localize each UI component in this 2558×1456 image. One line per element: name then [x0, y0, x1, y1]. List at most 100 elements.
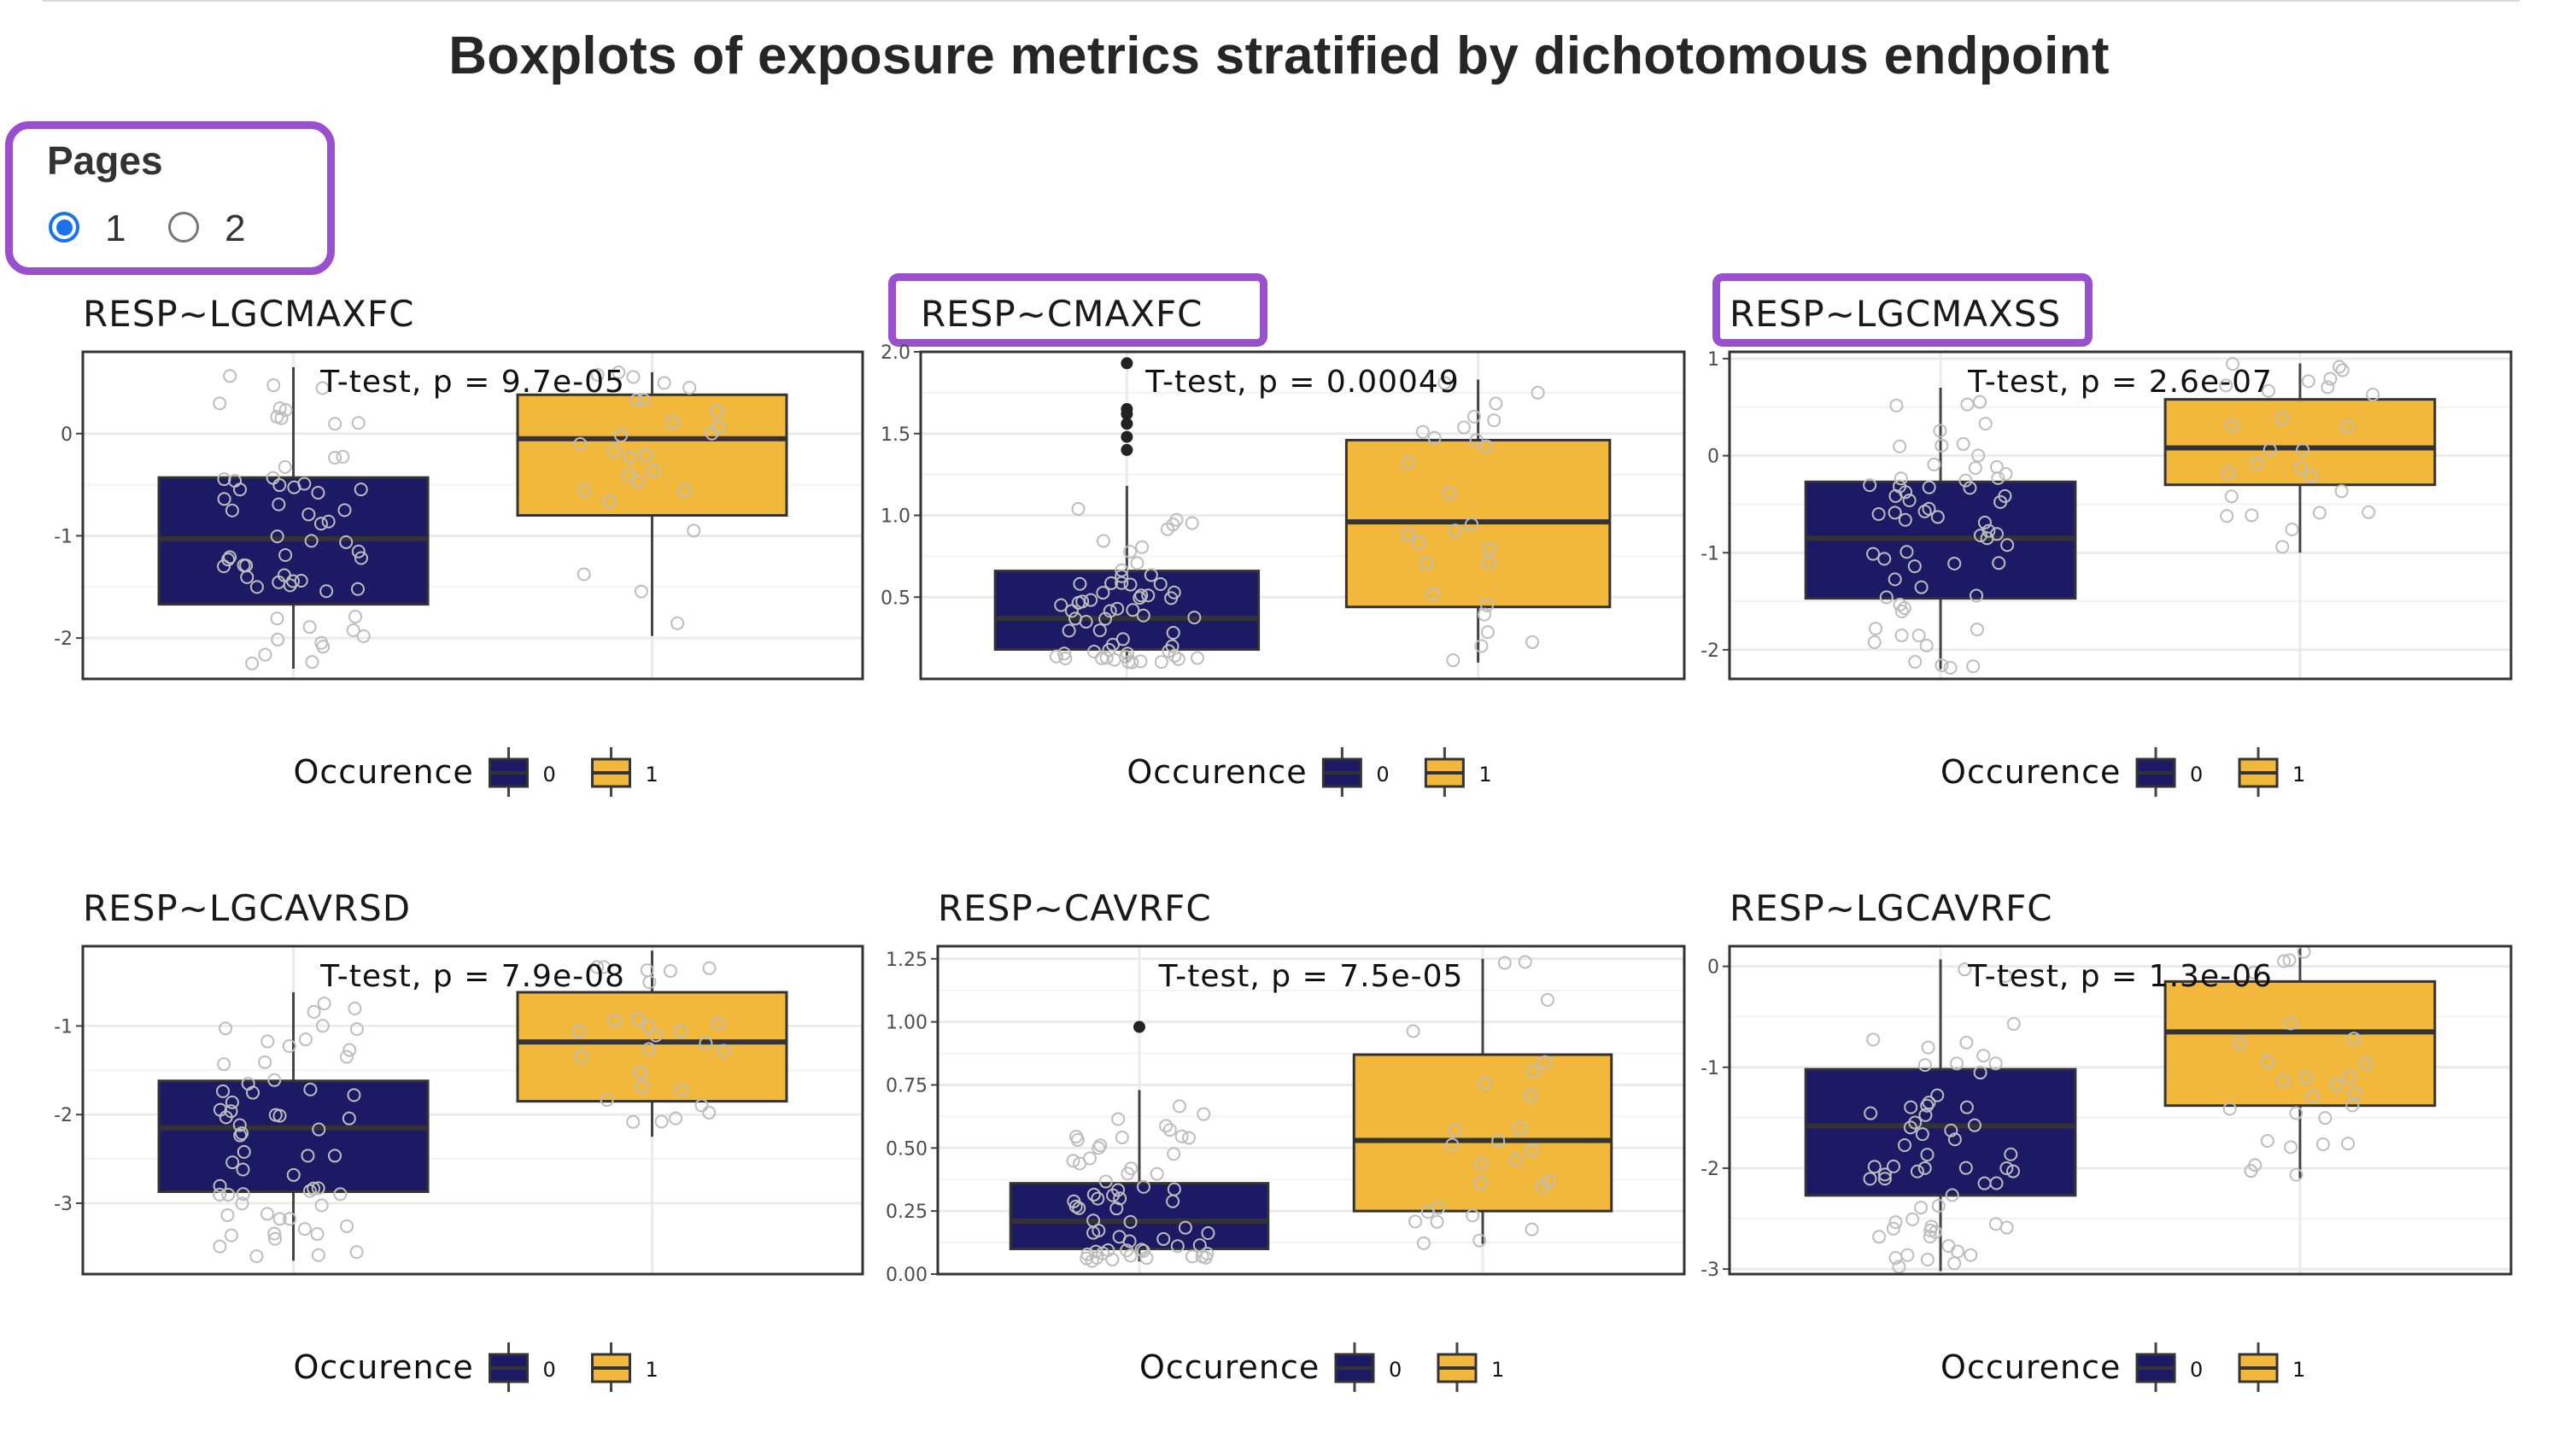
legend: Occurence 0 1 — [294, 747, 659, 797]
jitter-point — [227, 474, 242, 488]
jitter-point — [327, 1149, 342, 1163]
jitter-point — [278, 403, 293, 418]
top-divider — [43, 0, 2520, 2]
jitter-point — [1474, 1156, 1489, 1171]
jitter-point — [1136, 608, 1150, 623]
jitter-point — [1133, 654, 1148, 669]
jitter-point — [1931, 1199, 1946, 1213]
jitter-point — [1945, 1188, 1959, 1202]
jitter-point — [2250, 456, 2264, 471]
jitter-point — [1174, 1129, 1189, 1143]
jitter-point — [1401, 527, 1415, 541]
jitter-point — [1437, 376, 1452, 390]
jitter-point — [1201, 1225, 1215, 1240]
jitter-point — [1531, 385, 1545, 400]
jitter-point — [1099, 651, 1114, 665]
jitter-point — [2276, 1073, 2291, 1088]
jitter-point — [2221, 465, 2236, 480]
page-2-label[interactable]: 2 — [225, 208, 246, 249]
chart-panel: RESP~LGCMAXSS -2 -1 0 1 T-test, p = 2.6e-07 Oc… — [1700, 293, 2513, 797]
y-tick-label: 1.25 — [886, 950, 928, 971]
jitter-point — [2312, 506, 2327, 520]
page-1-label[interactable]: 1 — [105, 208, 126, 249]
jitter-point — [224, 1228, 238, 1243]
jitter-point — [1924, 1219, 1939, 1234]
jitter-point — [1123, 577, 1138, 592]
jitter-point — [1057, 646, 1072, 661]
jitter-point — [337, 503, 352, 517]
jitter-point — [1988, 1056, 2003, 1071]
page-1-radio[interactable] — [49, 212, 79, 243]
jitter-point — [297, 1222, 312, 1237]
page-2-radio[interactable] — [168, 212, 199, 243]
jitter-point — [1988, 1217, 2003, 1231]
jitter-point — [1198, 1250, 1213, 1265]
outlier-point — [1133, 1020, 1145, 1033]
jitter-point — [2004, 1147, 2018, 1161]
jitter-point — [677, 483, 692, 498]
box-group-0 — [157, 1079, 430, 1193]
panel-title: RESP~CMAXFC — [921, 293, 1203, 335]
jitter-point — [2341, 1137, 2356, 1151]
jitter-point — [1923, 1230, 1937, 1244]
jitter-point — [216, 1084, 231, 1098]
p-value-annotation: T-test, p = 9.7e-05 — [319, 365, 625, 400]
jitter-point — [1134, 1243, 1149, 1257]
jitter-point — [1894, 629, 1909, 643]
jitter-point — [1971, 448, 1986, 463]
jitter-point — [1480, 598, 1495, 612]
jitter-point — [1084, 593, 1098, 607]
jitter-point — [1867, 1160, 1882, 1174]
jitter-point — [2318, 1111, 2333, 1126]
jitter-point — [612, 365, 626, 380]
legend-title: Occurence — [294, 753, 474, 791]
jitter-point — [1898, 1137, 1912, 1152]
jitter-point — [1863, 478, 1877, 493]
jitter-point — [2289, 1167, 2303, 1182]
jitter-point — [1167, 585, 1181, 599]
jitter-point — [1908, 654, 1923, 669]
jitter-point — [1899, 485, 1913, 500]
jitter-point — [1989, 459, 2004, 474]
jitter-point — [1072, 1201, 1086, 1215]
jitter-point — [1958, 473, 1973, 488]
jitter-point — [648, 1028, 663, 1043]
legend-label: 1 — [1491, 1358, 1504, 1382]
y-tick-label: 1.5 — [881, 424, 910, 446]
jitter-point — [1921, 1040, 1935, 1055]
jitter-point — [2348, 1086, 2362, 1101]
jitter-point — [1160, 522, 1174, 536]
jitter-point — [1442, 486, 1456, 500]
jitter-point — [312, 1122, 326, 1137]
jitter-point — [1106, 1188, 1121, 1202]
jitter-point — [221, 553, 236, 567]
jitter-point — [1935, 438, 1949, 453]
jitter-point — [626, 1114, 641, 1129]
jitter-point — [1930, 510, 1945, 524]
jitter-point — [663, 964, 677, 979]
y-tick-label: -2 — [54, 629, 73, 650]
jitter-point — [225, 1095, 239, 1109]
jitter-point — [2226, 357, 2240, 371]
legend-label: 0 — [2190, 763, 2203, 786]
jitter-point — [590, 960, 605, 974]
jitter-point — [2277, 954, 2292, 968]
y-tick-label: -3 — [54, 1194, 73, 1215]
jitter-point — [2305, 1089, 2320, 1103]
jitter-point — [301, 1149, 315, 1163]
jitter-point — [232, 1118, 247, 1132]
jitter-point — [687, 523, 701, 538]
jitter-point — [311, 1181, 325, 1196]
jitter-point — [311, 1248, 325, 1262]
jitter-point — [1992, 556, 2006, 570]
jitter-point — [2340, 419, 2355, 434]
legend-label: 0 — [543, 1358, 556, 1382]
y-tick-label: -1 — [1700, 1058, 1719, 1079]
jitter-point — [1981, 523, 1996, 538]
jitter-point — [1491, 1134, 1506, 1149]
chart-panel: RESP~CMAXFC 0.5 1.0 1.5 2.0 T-test, p = 0.000… — [881, 293, 1686, 797]
jitter-point — [1430, 1214, 1444, 1229]
jitter-point — [622, 468, 636, 482]
jitter-point — [1871, 507, 1886, 522]
